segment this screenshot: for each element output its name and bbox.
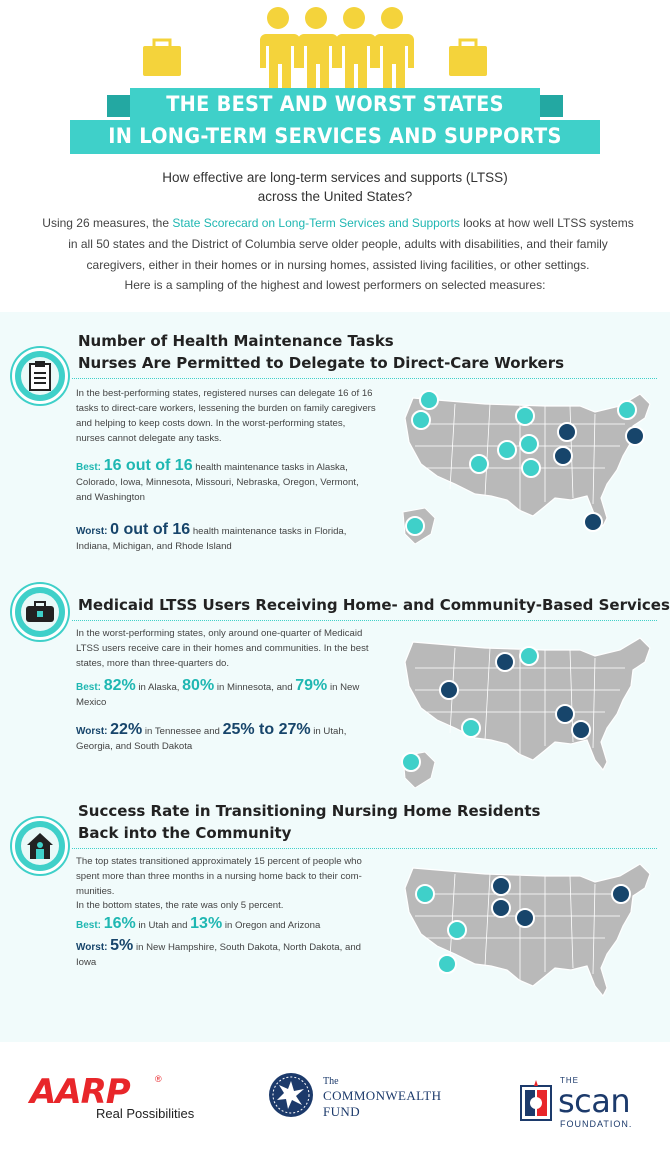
question-line1: How effective are long-term services and… [162,170,508,185]
intro-question: How effective are long-term services and… [0,168,670,206]
section-description: In the worst-performing states, only aro… [76,628,369,669]
best-result: Best: 16% in Utah and 13% in Oregon and … [76,916,376,933]
thumbs-up-icon [405,390,637,536]
worst-states: in Utah, Georgia, and South Dakota [76,726,347,752]
people-with-briefcases-illustration [143,7,487,92]
medical-bag-icon [12,584,68,640]
worst-states: in New Hampshire, South Dakota, North Da… [76,942,361,968]
scan-name: scan [558,1082,631,1120]
divider [72,620,657,621]
worst-label: Worst: [76,726,108,737]
cwf-fund: FUND [323,1104,360,1119]
worst-result: Worst: 5% in New Hampshire, South Dakota… [76,938,376,970]
measures-panel: Number of Health Maintenance Tasks Nurse… [0,312,670,1042]
scan-foundation-logo-icon [520,1080,552,1121]
thumbs-down-icon [491,876,631,928]
intro-text: Using 26 measures, the [42,216,173,230]
aarp-tagline: Real Possibilities [96,1106,195,1121]
divider [72,378,657,379]
section-hcbs: Medicaid LTSS Users Receiving Home- and … [0,574,670,789]
commonwealth-fund-seal-icon [269,1073,313,1117]
section-transitions: Success Rate in Transitioning Nursing Ho… [0,788,670,1038]
page-title-line2: IN LONG-TERM SERVICES AND SUPPORTS [108,124,562,148]
question-line2: across the United States? [257,189,413,204]
worst-value: 22% [110,721,143,738]
best-value: 16 out of 16 [103,457,193,474]
best-value: 79% [295,677,328,694]
best-states: in Oregon and Arizona [224,920,321,931]
best-states: in Utah and [138,920,188,931]
best-value: 13% [190,915,223,932]
sampling-text: Here is a sampling of the highest and lo… [124,278,546,292]
best-value: 80% [182,677,215,694]
thumbs-up-icon [401,646,539,772]
worst-states: health maintenance tasks in Florida, Ind… [76,526,347,552]
aarp-registered: ® [155,1074,162,1084]
worst-label: Worst: [76,526,108,537]
title-banner-top [130,88,540,122]
thumbs-up-icon [415,884,467,974]
intro-paragraph: Using 26 measures, the State Scorecard o… [38,213,638,276]
best-label: Best: [76,920,102,931]
header: THE BEST AND WORST STATES IN LONG-TERM S… [0,0,670,320]
aarp-logo: AARP [30,1072,131,1112]
scorecard-link[interactable]: State Scorecard on Long-Term Services an… [172,216,460,230]
banner-fold [107,95,137,117]
worst-result: Worst: 0 out of 16 health maintenance ta… [76,522,376,554]
thumbs-down-icon [553,422,645,532]
section-title: Success Rate in Transitioning Nursing Ho… [78,802,541,820]
clipboard-icon [12,348,68,404]
footer-logos: AARP ® Real Possibilities The COMMONWEAL… [0,1042,670,1150]
divider [72,848,657,849]
section-description: The top states transitioned approximatel… [76,856,362,897]
person-icon [260,7,414,92]
section-title: Nurses Are Permitted to Delegate to Dire… [78,354,565,372]
banner-fold [533,95,563,117]
us-map [402,390,651,545]
section-title: Medicaid LTSS Users Receiving Home- and … [78,596,670,614]
best-label: Best: [76,462,102,473]
cwf-the: The [323,1076,339,1087]
scan-foundation-label: FOUNDATION. [560,1119,633,1129]
best-states: in Alaska, [138,682,180,693]
section-title: Back into the Community [78,824,292,842]
worst-value: 0 out of 16 [110,521,191,538]
worst-value: 25% to 27% [222,721,311,738]
section-delegation: Number of Health Maintenance Tasks Nurse… [0,312,670,562]
best-states: health maintenance tasks in Alaska, Colo… [76,462,359,503]
best-result: Best: 16 out of 16 health maintenance ta… [76,458,376,505]
best-label: Best: [76,682,102,693]
scan-the: THE [560,1076,579,1085]
section-description: In the bottom states, the rate was only … [76,900,284,911]
best-value: 16% [103,915,136,932]
best-states: in Minnesota, and [216,682,293,693]
section-title: Number of Health Maintenance Tasks [78,332,394,350]
thumbs-down-icon [439,652,591,740]
briefcase-icon [143,38,487,76]
worst-value: 5% [110,937,134,954]
us-map [404,863,651,998]
worst-result: Worst: 22% in Tennessee and 25% to 27% i… [76,722,376,754]
section-description: In the best-performing states, registere… [76,388,376,444]
worst-states: in Tennessee and [144,726,220,737]
page-title-line1: THE BEST AND WORST STATES [166,92,504,116]
us-map [401,637,651,789]
best-states: in New Mexico [76,682,360,708]
best-value: 82% [103,677,136,694]
title-banner-bottom [70,120,600,154]
home-person-icon [12,818,68,874]
intro-text: looks at how well LTSS systems in all 50… [68,216,634,272]
best-result: Best: 82% in Alaska, 80% in Minnesota, a… [76,678,376,710]
cwf-name: COMMONWEALTH [323,1088,442,1103]
worst-label: Worst: [76,942,108,953]
